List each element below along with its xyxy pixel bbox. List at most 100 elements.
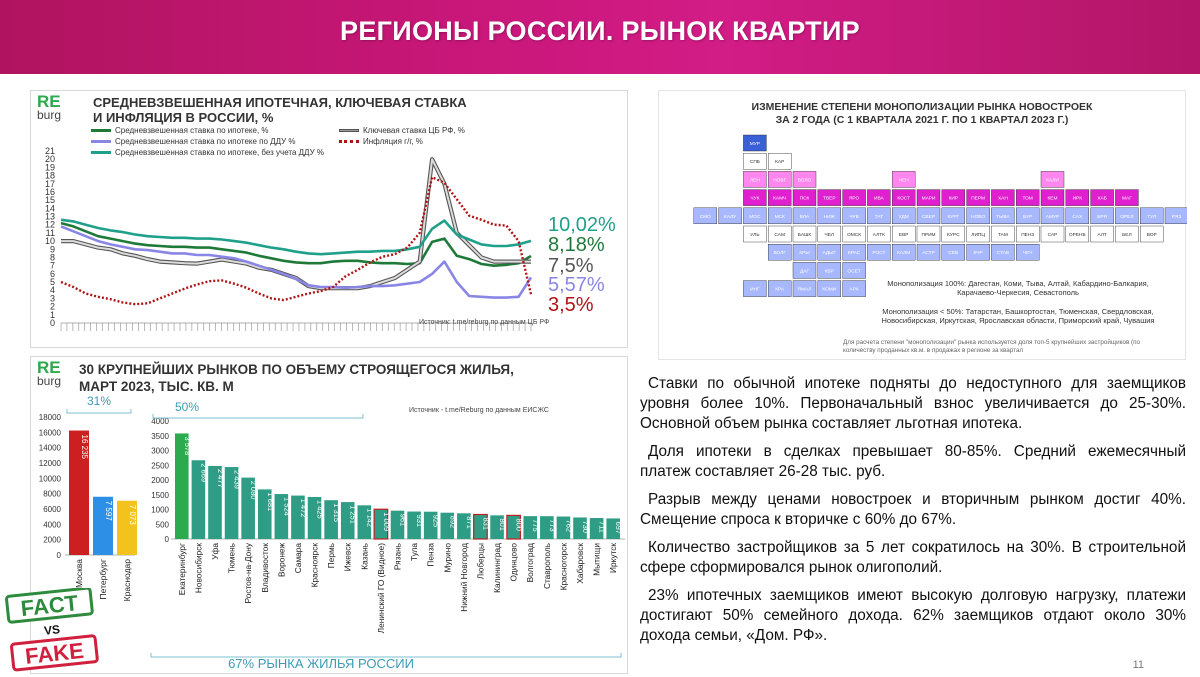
- legend-key-rate: Ключевая ставка ЦБ РФ, %: [339, 126, 465, 135]
- legend-swatch-ddu: [91, 140, 111, 143]
- region-tile-label: АМУР: [1046, 214, 1059, 220]
- bar-right-value: 775: [531, 519, 540, 532]
- bar-right-value: 925: [432, 515, 441, 528]
- region-tile-label: САР: [1048, 232, 1058, 238]
- end-label-key-rate: 7,5%: [548, 255, 594, 277]
- region-tile-label: ИРК: [1073, 196, 1083, 202]
- region-tile: [1040, 171, 1065, 188]
- line-y-tick-label: 7: [50, 261, 55, 271]
- bar-right-category: Тула: [409, 543, 419, 561]
- region-tile-label: БУР: [1023, 214, 1032, 220]
- region-tile-label: САМ: [774, 232, 785, 238]
- region-tile: [792, 189, 817, 206]
- line-y-tick-label: 4: [50, 285, 55, 295]
- region-tile-label: ХАБ: [1097, 196, 1107, 202]
- line-chart-title: СРЕДНЕВЗВЕШЕННАЯ ИПОТЕЧНАЯ, КЛЮЧЕВАЯ СТА…: [93, 95, 467, 125]
- region-tile-label: КИР: [949, 196, 958, 202]
- region-tile: [842, 280, 866, 297]
- region-tile: [867, 225, 891, 243]
- left-y-tick-label: 6000: [43, 505, 61, 514]
- line-chart-title-line2: И ИНФЛЯЦИЯ В РОССИИ, %: [93, 110, 274, 125]
- region-tile: [767, 225, 792, 243]
- bar-right-8: [307, 496, 322, 539]
- bar-left-category: Краснодар: [122, 559, 132, 602]
- region-tile-label: БРЯ: [1097, 214, 1107, 220]
- bar-chart-title-line1: 30 КРУПНЕЙШИХ РЫНКОВ ПО ОБЪЕМУ СТРОЯЩЕГО…: [79, 362, 514, 377]
- left-y-tick-label: 0: [57, 551, 62, 560]
- region-tile-label: НОВО: [971, 214, 985, 220]
- bar-right-14: [407, 511, 421, 539]
- series-key-rate-line: [61, 158, 531, 290]
- line-y-tick-label: 13: [45, 212, 55, 222]
- bar-right-value: 2 439: [233, 470, 242, 489]
- right-y-tick-label: 2500: [151, 461, 169, 470]
- region-tile: [916, 189, 941, 206]
- bar-right-value: 1 524: [282, 497, 291, 516]
- map-title-line2: ЗА 2 ГОДА (С 1 КВАРТАЛА 2021 Г. ПО 1 КВА…: [775, 114, 1069, 126]
- region-tile: [916, 243, 941, 261]
- bar-right-value: 711: [598, 521, 607, 533]
- region-tile: [1065, 225, 1089, 243]
- bar-right-category: Калининград: [492, 543, 502, 593]
- bar-right-24: [573, 517, 587, 539]
- right-y-tick-label: 500: [156, 520, 170, 529]
- bar-right-category: Казань: [359, 543, 369, 570]
- region-tile-label: МОС: [749, 214, 761, 220]
- region-tile-label: КУРС: [947, 232, 960, 238]
- region-tile: [842, 189, 866, 206]
- region-tile: [1115, 207, 1139, 225]
- region-tile: [767, 243, 792, 261]
- bar-right-category: Пермь: [326, 543, 336, 568]
- region-tile-label: КАЛИ: [1046, 177, 1059, 183]
- map-footnote: Для расчета степени "монополизации" рынк…: [843, 339, 1141, 354]
- bar-right-21: [523, 516, 538, 539]
- left-y-tick-label: 14000: [39, 444, 62, 453]
- bar-right-value: 3 578: [183, 436, 192, 455]
- bar-chart-title-line2: МАРТ 2023, ТЫС. КВ. М: [79, 379, 234, 394]
- left-y-tick-label: 10000: [39, 474, 62, 483]
- region-tile: [966, 243, 990, 261]
- region-tile-label: ВОЛО: [798, 177, 812, 183]
- pct-50-label: 50%: [175, 400, 199, 414]
- region-tile: [1040, 207, 1065, 225]
- bracket-31: [66, 409, 132, 414]
- bar-right-value: 1 681: [266, 492, 275, 511]
- left-y-tick-label: 18000: [39, 413, 62, 422]
- map-title-line1: ИЗМЕНЕНИЕ СТЕПЕНИ МОНОПОЛИЗАЦИИ РЫНКА НО…: [751, 101, 1093, 113]
- region-tile-label: СВЕР: [922, 214, 935, 220]
- logo-re: RE: [37, 92, 61, 111]
- bar-right-category: Воронеж: [276, 543, 286, 577]
- bar-right-value: 1 425: [316, 500, 325, 519]
- bar-right-26: [606, 518, 620, 539]
- line-y-tick-label: 3: [50, 293, 55, 303]
- fake-text: FAKE: [24, 638, 85, 669]
- line-y-tick-label: 19: [45, 162, 55, 172]
- line-y-tick-label: 17: [45, 179, 55, 189]
- bar-right-10: [340, 502, 355, 539]
- region-tile-label: СПБ: [750, 159, 760, 165]
- bar-right-category: Тюмень: [227, 543, 237, 573]
- reburg-logo-2: RE burg: [37, 359, 61, 388]
- bar-right-value: 831: [481, 517, 490, 530]
- region-tile: [1090, 225, 1114, 243]
- region-tile: [743, 189, 767, 206]
- region-tile: [743, 225, 767, 243]
- region-tile-label: ЯМАЛ: [798, 287, 812, 293]
- region-tile: [842, 207, 866, 225]
- right-y-tick-label: 2000: [151, 476, 169, 485]
- region-tile-label: КРАС: [848, 250, 861, 256]
- map-title: ИЗМЕНЕНИЕ СТЕПЕНИ МОНОПОЛИЗАЦИИ РЫНКА НО…: [659, 101, 1185, 127]
- region-tile: [991, 243, 1015, 261]
- bar-right-category: Иркутск: [608, 543, 618, 573]
- region-tile: [941, 189, 965, 206]
- bar-right-7: [291, 495, 305, 539]
- region-tile-label: ТАТ: [875, 214, 884, 220]
- region-tile-label: НЕН: [899, 177, 910, 183]
- region-tile-label: КРА: [775, 287, 785, 293]
- region-tile-label: АДЫГ: [823, 250, 837, 256]
- bracket-50: [152, 414, 364, 419]
- region-tile-label: РОСТ: [872, 250, 885, 256]
- region-tile-label: ТВЕР: [823, 196, 836, 202]
- bar-right-category: Ставрополь: [542, 543, 552, 589]
- region-tile: [767, 153, 792, 170]
